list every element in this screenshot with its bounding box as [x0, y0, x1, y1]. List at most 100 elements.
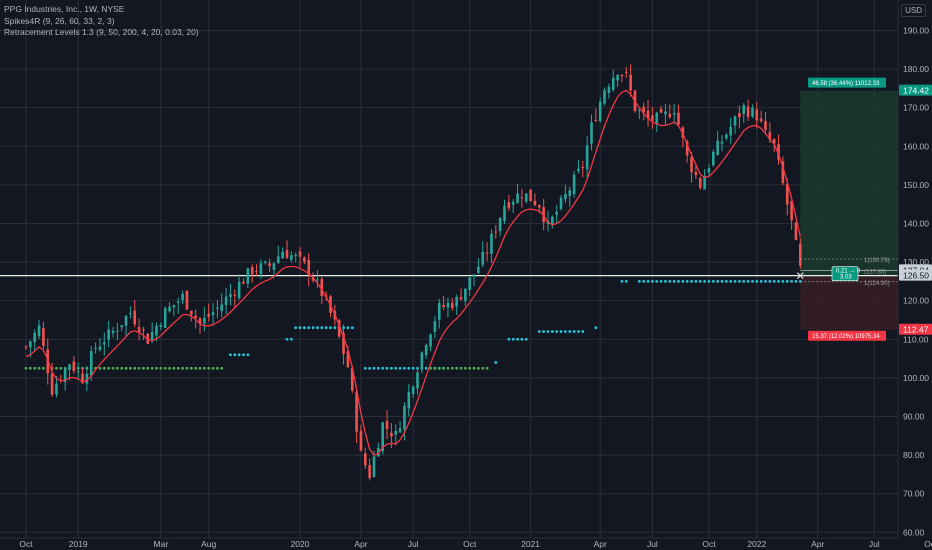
candle-body: [629, 74, 632, 91]
spike-dot: [120, 366, 124, 370]
candle-body: [337, 320, 341, 337]
time-tick-label: Oct: [924, 539, 932, 549]
candle-body: [677, 112, 680, 125]
indicator-retracement[interactable]: Retracement Levels 1.3 (9, 50, 200, 4, 2…: [4, 27, 199, 37]
candle-body: [564, 194, 567, 200]
spike-dot: [311, 326, 315, 330]
candle-body: [37, 325, 41, 337]
candle-body: [720, 141, 724, 144]
candle-body: [55, 383, 58, 395]
spike-dot: [163, 366, 167, 370]
candle-body: [246, 268, 250, 284]
spike-dot: [363, 366, 367, 370]
spike-dot: [333, 326, 337, 330]
candle-body: [498, 217, 502, 231]
spike-dot: [472, 366, 476, 370]
candle-body: [398, 428, 402, 433]
spike-dot: [685, 279, 689, 283]
candle-body: [381, 422, 384, 451]
time-tick-label: Oct: [702, 539, 716, 549]
candle-body: [738, 113, 741, 118]
spike-dot: [481, 366, 485, 370]
candle-body: [551, 216, 554, 225]
spike-dot: [289, 337, 293, 341]
candle-body: [785, 183, 789, 205]
spike-dot: [572, 330, 576, 333]
spike-dot: [746, 279, 750, 283]
candle-body: [707, 168, 711, 173]
indicator-spikes[interactable]: Spikes4R (9, 26, 60, 33, 2, 3): [4, 15, 115, 26]
candle-body: [98, 346, 102, 350]
currency-label[interactable]: USD: [901, 4, 926, 17]
candle-body: [672, 112, 676, 115]
spike-dot: [216, 366, 219, 370]
candle-body: [716, 140, 719, 156]
spike-dot: [390, 366, 393, 370]
spike-dot: [520, 337, 524, 341]
spike-dot: [672, 279, 676, 283]
candle-body: [520, 197, 524, 199]
spike-dot: [155, 366, 158, 370]
spike-dot: [207, 366, 211, 370]
spike-dot: [185, 366, 189, 370]
time-tick-label: Oct: [463, 539, 477, 549]
candle-body: [42, 328, 45, 346]
candle-body: [759, 118, 763, 122]
candle-body: [651, 115, 654, 121]
spike-dot: [703, 279, 706, 283]
candle-body: [150, 332, 154, 342]
candle-body: [485, 252, 489, 254]
candle-body: [468, 277, 471, 290]
candle-body: [290, 255, 293, 260]
spike-dot: [28, 366, 32, 370]
candle-body: [490, 233, 493, 254]
spike-dot: [159, 366, 163, 370]
target-zone: [800, 90, 898, 276]
spike-dot: [137, 366, 141, 370]
candle-body: [233, 294, 237, 296]
candle-body: [742, 105, 746, 114]
candle-body: [172, 304, 176, 308]
spike-dot: [303, 326, 306, 330]
candle-body: [764, 121, 767, 130]
spike-dot: [307, 326, 311, 330]
spike-dot: [759, 279, 763, 283]
spike-dot: [642, 279, 646, 283]
candle-body: [772, 139, 776, 144]
spike-dot: [372, 366, 376, 370]
candle-body: [185, 290, 189, 310]
spike-dot: [33, 366, 37, 370]
candle-body: [611, 77, 615, 90]
candle-body: [294, 254, 297, 256]
time-axis[interactable]: Oct 2019 Mar Aug 2020 Apr Jul Oct 2021 Apr Jul Oct 2…: [0, 537, 932, 550]
spike-dot: [546, 330, 550, 333]
candle-body: [433, 321, 437, 332]
spike-dot: [433, 366, 437, 370]
symbol-title[interactable]: PPG Industries, Inc., 1W, NYSE: [4, 4, 125, 14]
spike-dot: [777, 279, 780, 283]
price-axis[interactable]: 60.00 70.00 80.00 90.00 100.00 110.00 120.00 13…: [897, 0, 932, 550]
price-tick-label: 80.00: [903, 450, 925, 460]
spike-dot: [459, 366, 463, 370]
candle-body: [694, 172, 698, 176]
candle-body: [446, 302, 450, 308]
candle-body: [63, 368, 67, 382]
stop-zone: [800, 275, 898, 330]
spike-dot: [411, 366, 415, 370]
time-tick-label: Apr: [811, 539, 824, 549]
spike-dot: [768, 279, 772, 283]
candle-body: [638, 109, 641, 111]
candle-body: [81, 373, 84, 383]
candle-body: [68, 364, 71, 370]
spike-dot: [229, 353, 232, 357]
spike-dot: [294, 326, 298, 330]
spike-dot: [772, 279, 776, 283]
candle-body: [237, 282, 241, 298]
candle-body: [29, 341, 32, 348]
price-tick-label: 190.00: [903, 25, 929, 35]
candle-body: [781, 161, 785, 184]
retracement-line-path: [25, 89, 801, 456]
candle-body: [542, 207, 545, 223]
spike-dot: [550, 330, 554, 333]
